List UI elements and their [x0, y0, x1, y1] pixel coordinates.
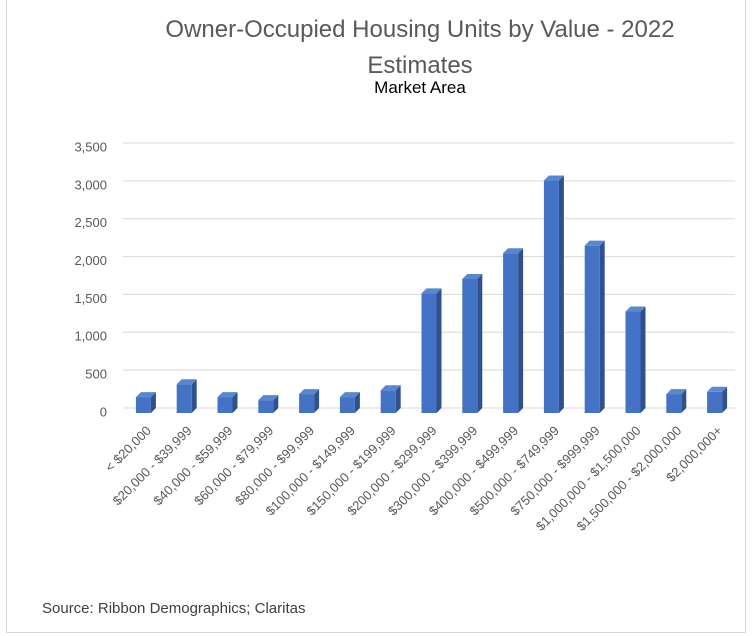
bar-top: [666, 389, 687, 395]
bar: [707, 391, 723, 413]
chart-title: Owner-Occupied Housing Units by Value - …: [165, 16, 675, 79]
bar-side: [722, 386, 728, 413]
bar-top: [421, 288, 442, 294]
bar-side: [314, 389, 320, 413]
bar-top: [543, 175, 564, 181]
bar: [625, 311, 641, 413]
bar-top: [258, 395, 279, 401]
bar-side: [558, 175, 564, 413]
bar: [135, 397, 151, 413]
bar: [584, 245, 600, 413]
bar-top: [339, 392, 360, 398]
bar-side: [477, 273, 483, 413]
bar-side: [395, 385, 401, 413]
bar: [380, 390, 396, 413]
bar-side: [150, 392, 156, 413]
y-tick-label: 3,000: [74, 177, 107, 192]
y-tick-label: 2,000: [74, 253, 107, 268]
bar-side: [232, 392, 238, 413]
bar: [666, 394, 682, 413]
bar-top: [625, 306, 646, 312]
bar-side: [354, 392, 360, 413]
bar-top: [299, 389, 320, 395]
y-tick-label: 0: [100, 404, 107, 419]
bar: [421, 293, 437, 413]
bar-top: [503, 248, 524, 254]
bar-top: [462, 273, 483, 279]
bar: [543, 180, 559, 413]
bar-top: [135, 392, 156, 398]
bar-side: [640, 306, 646, 413]
bar: [258, 400, 274, 413]
bar-top: [380, 385, 401, 391]
bar-side: [681, 389, 687, 413]
y-tick-label: 1,500: [74, 291, 107, 306]
bar: [217, 397, 233, 413]
bar: [339, 397, 355, 413]
bar-top: [217, 392, 238, 398]
y-tick-label: 1,000: [74, 329, 107, 344]
bar-side: [518, 248, 524, 413]
y-tick-label: 2,500: [74, 215, 107, 230]
y-tick-label: 500: [85, 367, 107, 382]
bar: [503, 253, 519, 413]
bar-top: [707, 386, 728, 392]
bar: [299, 394, 315, 413]
bar-side: [273, 395, 279, 413]
bar-top: [176, 379, 197, 385]
bar: [462, 278, 478, 413]
y-tick-label: 3,500: [74, 139, 107, 154]
bar-side: [599, 240, 605, 413]
bar-top: [584, 240, 605, 246]
chart-subtitle: Market Area: [374, 78, 466, 97]
chart-frame: [6, 0, 746, 633]
bar-side: [436, 288, 442, 413]
bar-side: [191, 379, 197, 413]
bar: [176, 384, 192, 413]
source-note: Source: Ribbon Demographics; Claritas: [42, 600, 306, 617]
